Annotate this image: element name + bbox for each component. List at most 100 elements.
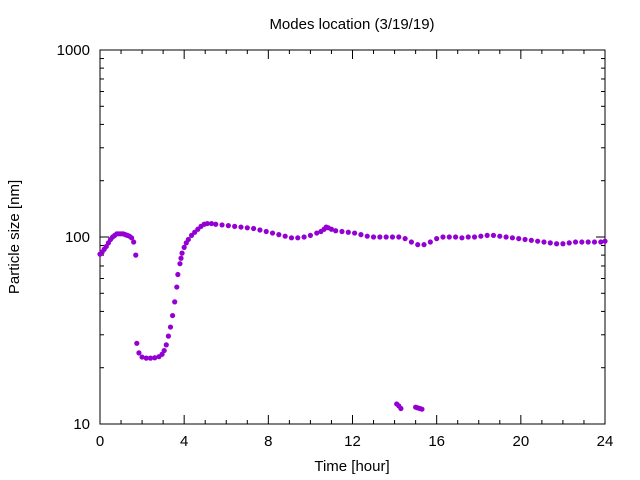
- data-point: [585, 239, 591, 245]
- data-point: [579, 239, 585, 245]
- data-point: [509, 235, 516, 241]
- data-point: [172, 299, 178, 305]
- data-point: [167, 324, 174, 330]
- data-point: [440, 234, 446, 240]
- y-axis-label: Particle size [nm]: [6, 180, 23, 294]
- data-point: [152, 355, 158, 361]
- data-point: [136, 350, 142, 356]
- data-point: [459, 235, 465, 241]
- data-point: [419, 406, 425, 412]
- data-point: [328, 226, 335, 232]
- data-point: [181, 244, 187, 250]
- data-point: [566, 240, 572, 246]
- data-point: [314, 230, 320, 236]
- data-point: [383, 234, 389, 240]
- data-point: [528, 237, 534, 243]
- x-tick-label: 0: [96, 433, 104, 450]
- data-point: [131, 239, 137, 245]
- data-point: [139, 354, 145, 360]
- data-point: [389, 234, 396, 240]
- plot-frame: [99, 49, 606, 425]
- data-point: [421, 242, 427, 248]
- data-point: [269, 230, 276, 236]
- data-point: [560, 241, 566, 247]
- data-point: [547, 240, 553, 246]
- data-point: [179, 250, 185, 256]
- y-tick-label: 100: [65, 229, 90, 246]
- data-point: [434, 236, 440, 242]
- data-point: [174, 284, 180, 290]
- x-tick-label: 4: [180, 433, 188, 450]
- data-point: [541, 239, 547, 245]
- data-point: [490, 232, 497, 238]
- data-point: [453, 234, 459, 240]
- y-tick-label: 1000: [57, 42, 90, 59]
- data-point: [446, 234, 452, 240]
- data-point: [591, 239, 598, 245]
- data-point: [238, 224, 244, 230]
- data-point: [295, 235, 301, 241]
- data-point: [415, 242, 421, 248]
- data-point: [471, 234, 478, 240]
- data-point: [263, 228, 269, 235]
- data-point: [147, 355, 154, 361]
- data-point: [178, 255, 184, 261]
- data-point: [396, 234, 402, 240]
- data-point: [554, 241, 560, 247]
- chart-title: Modes location (3/19/19): [269, 16, 434, 33]
- data-point: [208, 220, 215, 227]
- data-point: [301, 234, 307, 240]
- data-point: [165, 333, 171, 339]
- data-point: [134, 340, 140, 346]
- data-points: [97, 220, 608, 412]
- x-tick-label: 16: [428, 433, 445, 450]
- data-point: [213, 221, 219, 227]
- data-point: [282, 233, 288, 239]
- data-point: [257, 227, 263, 233]
- x-tick-label: 12: [344, 433, 361, 450]
- data-point: [598, 239, 604, 245]
- data-point: [163, 342, 169, 348]
- data-point: [503, 234, 509, 240]
- data-point: [185, 236, 191, 243]
- data-point: [402, 236, 408, 242]
- data-point: [478, 233, 484, 239]
- x-tick-label: 24: [597, 433, 614, 450]
- data-point: [522, 236, 528, 243]
- data-point: [204, 220, 210, 227]
- y-tick-label: 10: [73, 416, 90, 433]
- data-point: [358, 232, 364, 238]
- x-tick-label: 8: [264, 433, 272, 450]
- x-tick-label: 20: [512, 433, 529, 450]
- data-point: [161, 347, 167, 354]
- data-point: [143, 355, 149, 361]
- data-point: [188, 232, 195, 238]
- data-point: [370, 234, 377, 240]
- data-point: [339, 228, 345, 235]
- data-point: [307, 232, 314, 238]
- data-point: [484, 232, 490, 238]
- data-point: [177, 261, 183, 267]
- data-point: [535, 238, 541, 244]
- data-point: [516, 236, 522, 242]
- data-point: [572, 239, 579, 245]
- data-point: [244, 225, 250, 231]
- data-point: [288, 235, 295, 241]
- data-point: [133, 252, 139, 258]
- data-point: [175, 271, 181, 278]
- axis-ticks: 0 4 8 12 16 20 24 10 100 1000: [57, 42, 614, 450]
- data-point: [225, 223, 231, 229]
- data-point: [497, 233, 503, 239]
- data-point: [128, 235, 135, 241]
- data-point: [465, 234, 471, 240]
- x-axis-label: Time [hour]: [314, 458, 389, 475]
- data-point: [398, 405, 404, 412]
- data-point: [377, 234, 383, 240]
- data-point: [251, 225, 257, 232]
- data-point: [427, 239, 433, 245]
- data-point: [352, 230, 358, 236]
- data-point: [408, 239, 415, 245]
- data-point: [333, 228, 339, 234]
- data-point: [169, 312, 176, 319]
